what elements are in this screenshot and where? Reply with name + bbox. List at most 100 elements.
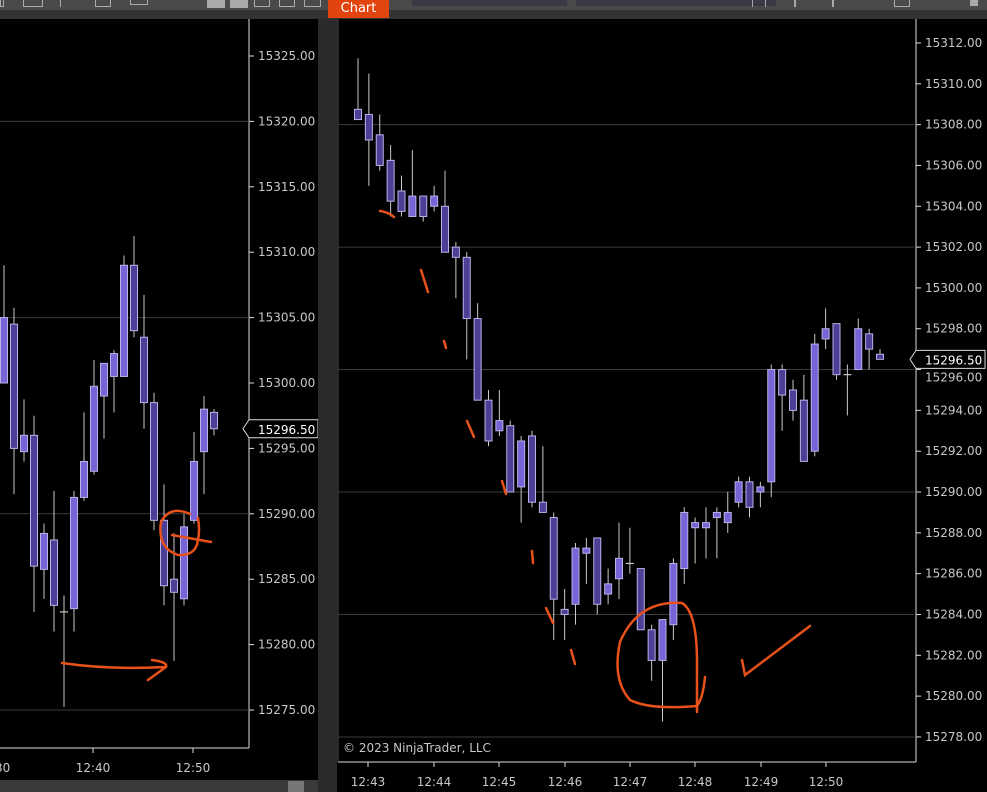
candle — [430, 185, 439, 212]
candle — [669, 558, 678, 640]
candle — [799, 374, 808, 462]
candle — [100, 362, 108, 439]
time-tick-label: 12:47 — [613, 775, 648, 789]
toolbar-icon[interactable] — [0, 0, 4, 7]
price-tick-label: 15280.00 — [258, 638, 315, 652]
candle-body — [40, 532, 48, 570]
toolbar-icon[interactable] — [304, 0, 321, 7]
candle — [473, 303, 482, 401]
time-tick-label: 12:46 — [548, 775, 583, 789]
candle-body — [0, 317, 8, 384]
toolbar-icon[interactable] — [752, 0, 766, 7]
candle-body — [160, 519, 168, 587]
candle — [364, 73, 373, 186]
toolbar-button[interactable] — [207, 0, 225, 8]
scrollbar-thumb[interactable] — [288, 781, 304, 792]
candle — [734, 476, 743, 508]
candle — [10, 307, 18, 495]
candle — [110, 350, 118, 413]
time-tick-label: 12:50 — [809, 775, 844, 789]
toolbar-icon[interactable] — [254, 0, 270, 7]
price-tick-label: 15305.00 — [258, 311, 315, 325]
candle — [0, 265, 8, 384]
candle — [712, 507, 721, 559]
candle — [636, 568, 645, 631]
annotation-stroke — [442, 339, 448, 350]
candle — [506, 420, 515, 493]
annotation-stroke — [530, 549, 535, 565]
horizontal-scrollbar[interactable] — [0, 780, 318, 792]
toolbar-icon[interactable] — [130, 0, 148, 5]
candle — [210, 409, 218, 436]
annotation-stroke — [465, 419, 476, 439]
left-chart-panel — [0, 19, 318, 792]
candle-body — [767, 369, 776, 483]
candle — [593, 537, 602, 615]
candle-body — [364, 113, 373, 141]
candle-body — [210, 411, 218, 430]
pencil-icon[interactable] — [826, 0, 834, 7]
candle-body — [200, 408, 208, 453]
toolbar-field[interactable] — [412, 0, 567, 6]
tab-strip — [0, 10, 987, 19]
candle — [70, 490, 78, 632]
toolbar-icon[interactable] — [279, 0, 295, 7]
candle — [876, 349, 884, 360]
annotation-stroke — [159, 509, 213, 557]
candle — [810, 333, 819, 457]
candle — [408, 150, 417, 217]
candle — [571, 543, 580, 625]
candle-body — [745, 481, 754, 508]
price-tick-label: 15310.00 — [925, 77, 982, 91]
candle — [60, 595, 68, 707]
candle — [120, 255, 128, 377]
toolbar-button[interactable] — [230, 0, 248, 8]
time-tick-label: 12:48 — [678, 775, 713, 789]
price-tick-label: 15302.00 — [925, 240, 982, 254]
toolbar-icon[interactable] — [894, 0, 910, 7]
toolbar-field[interactable] — [576, 0, 776, 6]
time-tick-label: 12:43 — [351, 775, 386, 789]
candle-body — [854, 328, 863, 371]
candle-body — [140, 336, 148, 404]
candle — [90, 360, 98, 475]
candle — [462, 252, 471, 360]
candle — [680, 507, 689, 584]
price-tick-label: 15315.00 — [258, 180, 315, 194]
candle — [549, 512, 558, 640]
candle-body — [615, 557, 623, 580]
candle-body — [50, 539, 58, 606]
tab-chart-label: Chart — [340, 1, 377, 16]
price-tick-label: 15300.00 — [925, 281, 982, 295]
candle — [397, 175, 406, 217]
toolbar-icon[interactable] — [60, 0, 65, 7]
candle — [691, 517, 700, 564]
price-tick-label: 15308.00 — [925, 118, 982, 132]
toolbar-icon[interactable] — [95, 0, 111, 7]
candle-body — [110, 353, 118, 377]
price-tick-label: 15275.00 — [258, 703, 315, 717]
annotation-stroke — [616, 601, 707, 714]
time-tick-label: 12:45 — [482, 775, 517, 789]
candle-body — [70, 496, 78, 610]
candle-body — [100, 362, 108, 397]
candle — [767, 364, 776, 498]
candle — [854, 318, 863, 371]
price-tick-label: 15284.00 — [925, 607, 982, 621]
candle-body — [190, 460, 198, 521]
candle-body — [865, 333, 874, 350]
right-chart: 15312.00 15310.00 15308.00 15306.00 15304.00… — [337, 19, 986, 789]
candle-body — [647, 629, 656, 661]
tab-chart[interactable]: Chart — [328, 0, 389, 18]
pointer-icon[interactable] — [788, 0, 796, 7]
price-tick-label: 15292.00 — [925, 444, 982, 458]
candle-body — [582, 547, 591, 554]
toolbar-icon[interactable] — [23, 0, 43, 7]
candle — [484, 389, 493, 447]
left-chart: 15325.00 15320.00 15315.00 15310.00 15305.00… — [0, 19, 318, 775]
price-tick-label: 15312.00 — [925, 36, 982, 50]
toolbar-button[interactable] — [970, 0, 978, 6]
candle-body — [462, 256, 471, 320]
candle-body — [150, 402, 158, 521]
